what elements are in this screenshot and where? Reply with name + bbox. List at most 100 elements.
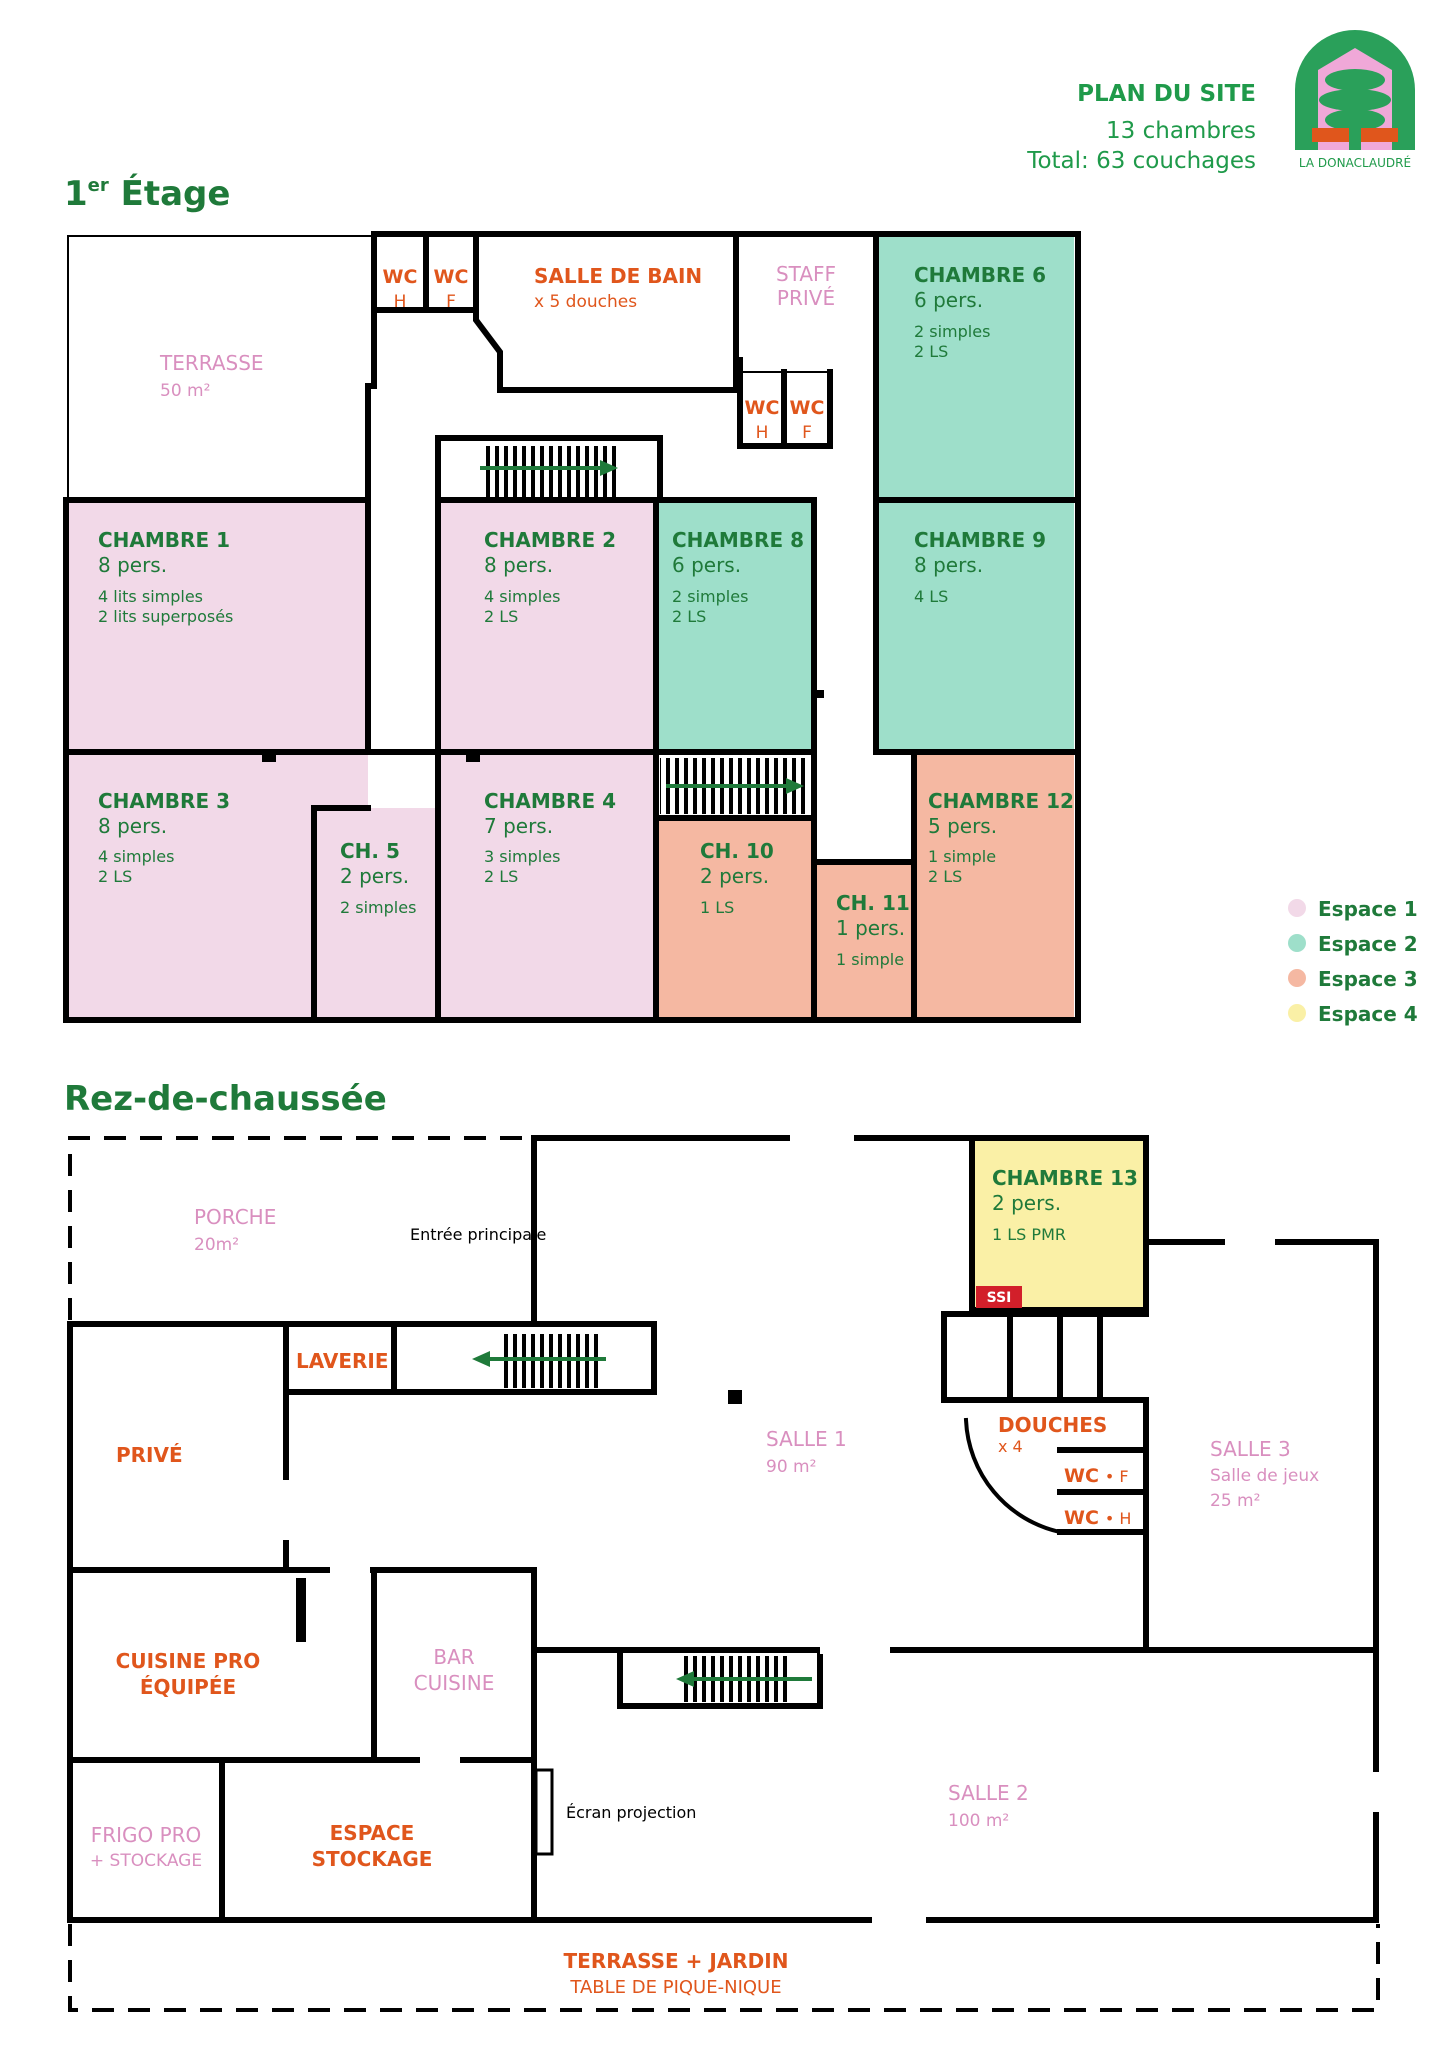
chambre-12-label: CHAMBRE 12 5 pers. 1 simple 2 LS (928, 789, 1074, 886)
legend-label-3: Espace 3 (1318, 967, 1418, 991)
svg-text:2 LS: 2 LS (484, 867, 518, 886)
bar-cuisine-label: BAR CUISINE (414, 1645, 495, 1695)
svg-text:x 5 douches: x 5 douches (534, 292, 637, 312)
svg-text:SALLE DE BAIN: SALLE DE BAIN (534, 264, 702, 288)
svg-text:STAFF: STAFF (776, 262, 836, 286)
legend-swatch-3 (1288, 969, 1306, 987)
wc-h-label: WC H (383, 266, 418, 312)
ch13-fill (972, 1140, 1144, 1310)
svg-text:90 m²: 90 m² (766, 1457, 816, 1477)
legend-swatch-1 (1288, 899, 1306, 917)
svg-text:7 pers.: 7 pers. (484, 814, 553, 838)
chambre-3-label: CHAMBRE 3 8 pers. 4 simples 2 LS (98, 789, 230, 886)
stairs-arrow-2 (666, 778, 804, 794)
salle-2-label: SALLE 2 100 m² (948, 1781, 1029, 1831)
svg-text:CH. 10: CH. 10 (700, 839, 774, 863)
ecran-label: Écran projection (566, 1803, 696, 1822)
svg-text:WC: WC (745, 397, 780, 419)
douches-label: DOUCHES x 4 (998, 1413, 1107, 1456)
svg-text:8 pers.: 8 pers. (914, 553, 983, 577)
svg-text:8 pers.: 8 pers. (98, 814, 167, 838)
stairs-arrow-3 (472, 1351, 606, 1367)
svg-text:2 pers.: 2 pers. (340, 864, 409, 888)
logo-text: LA DONACLAUDRÉ (1299, 155, 1411, 170)
terrasse-jardin-label: TERRASSE + JARDIN TABLE DE PIQUE-NIQUE (564, 1949, 789, 1998)
laverie-label: LAVERIE (296, 1349, 389, 1373)
entree-label: Entrée principale (410, 1225, 546, 1244)
svg-text:CHAMBRE 3: CHAMBRE 3 (98, 789, 230, 813)
svg-text:CHAMBRE 1: CHAMBRE 1 (98, 528, 230, 552)
svg-text:1 LS: 1 LS (700, 898, 734, 917)
svg-text:25 m²: 25 m² (1210, 1491, 1260, 1511)
salle-de-bain-label: SALLE DE BAIN x 5 douches (534, 264, 702, 312)
svg-text:CUISINE PRO: CUISINE PRO (116, 1649, 261, 1673)
svg-text:TERRASSE + JARDIN: TERRASSE + JARDIN (564, 1949, 789, 1973)
stairs-arrow-4 (676, 1671, 812, 1687)
frigo-label: FRIGO PRO + STOCKAGE (90, 1823, 202, 1871)
salle-1-label: SALLE 1 90 m² (766, 1427, 847, 1477)
staff-label: STAFF PRIVÉ (776, 262, 836, 310)
svg-text:SALLE 1: SALLE 1 (766, 1427, 847, 1451)
svg-text:6 pers.: 6 pers. (672, 553, 741, 577)
ch-10-label: CH. 10 2 pers. 1 LS (700, 839, 774, 917)
wc-f-label: WC F (434, 266, 469, 312)
wc2-f-label: WC F (790, 397, 825, 443)
wc-h-ground-label: WC • H (1064, 1507, 1131, 1529)
svg-text:4 lits simples: 4 lits simples (98, 587, 203, 606)
svg-text:Salle de jeux: Salle de jeux (1210, 1466, 1319, 1486)
svg-text:2 LS: 2 LS (914, 342, 948, 361)
ssi-badge: SSI (976, 1286, 1022, 1308)
svg-text:WC• F: WC • F (1064, 1465, 1129, 1487)
svg-text:1 LS PMR: 1 LS PMR (992, 1225, 1066, 1244)
chambre-9-label: CHAMBRE 9 8 pers. 4 LS (914, 528, 1046, 606)
ground-dashed (68, 1136, 1380, 2012)
svg-text:WC: WC (383, 266, 418, 288)
svg-text:2 simples: 2 simples (340, 898, 416, 917)
svg-text:TABLE DE PIQUE-NIQUE: TABLE DE PIQUE-NIQUE (569, 1977, 781, 1998)
svg-text:2 LS: 2 LS (484, 607, 518, 626)
brand-logo: LA DONACLAUDRÉ (1295, 30, 1415, 170)
svg-text:1 simple: 1 simple (836, 950, 904, 969)
stairs-arrow-1 (480, 460, 618, 476)
legend-label-1: Espace 1 (1318, 897, 1418, 921)
chambre-6-label: CHAMBRE 6 6 pers. 2 simples 2 LS (914, 263, 1046, 361)
floor1-title: 1er Étage (64, 173, 230, 214)
porche-label: PORCHE 20m² (194, 1205, 276, 1255)
chambre-13-label: CHAMBRE 13 2 pers. 1 LS PMR (992, 1166, 1138, 1244)
svg-text:4 LS: 4 LS (914, 587, 948, 606)
espace-stockage-label: ESPACE STOCKAGE (312, 1821, 433, 1871)
svg-text:DOUCHES: DOUCHES (998, 1413, 1107, 1437)
svg-text:2 simples: 2 simples (672, 587, 748, 606)
svg-text:2 LS: 2 LS (672, 607, 706, 626)
svg-text:1 simple: 1 simple (928, 847, 996, 866)
floor1-fills (68, 236, 1074, 1018)
svg-text:PORCHE: PORCHE (194, 1205, 276, 1229)
legend-swatch-4 (1288, 1004, 1306, 1022)
svg-text:1 pers.: 1 pers. (836, 916, 905, 940)
svg-text:4 simples: 4 simples (98, 847, 174, 866)
header: PLAN DU SITE 13 chambres Total: 63 couch… (1026, 81, 1256, 174)
total-beds: Total: 63 couchages (1026, 148, 1256, 174)
svg-text:+ STOCKAGE: + STOCKAGE (90, 1851, 202, 1871)
prive-label: PRIVÉ (116, 1443, 183, 1467)
svg-text:WC• H: WC • H (1064, 1507, 1131, 1529)
chambre-1-label: CHAMBRE 1 8 pers. 4 lits simples 2 lits … (98, 528, 233, 626)
svg-text:FRIGO PRO: FRIGO PRO (91, 1823, 202, 1847)
svg-text:4 simples: 4 simples (484, 587, 560, 606)
ch-11-label: CH. 11 1 pers. 1 simple (836, 891, 910, 969)
svg-text:WC: WC (790, 397, 825, 419)
svg-text:CHAMBRE 6: CHAMBRE 6 (914, 263, 1046, 287)
svg-text:CHAMBRE 13: CHAMBRE 13 (992, 1166, 1138, 1190)
svg-text:H: H (756, 423, 769, 443)
chambre-8-label: CHAMBRE 8 6 pers. 2 simples 2 LS (672, 528, 804, 626)
plan-title: PLAN DU SITE (1077, 81, 1256, 107)
svg-text:2 pers.: 2 pers. (700, 864, 769, 888)
svg-text:WC: WC (434, 266, 469, 288)
legend-swatch-2 (1288, 934, 1306, 952)
svg-text:20m²: 20m² (194, 1235, 239, 1255)
svg-text:BAR: BAR (433, 1645, 474, 1669)
svg-text:2 lits superposés: 2 lits superposés (98, 607, 233, 626)
svg-text:SSI: SSI (987, 1290, 1012, 1306)
svg-text:TERRASSE: TERRASSE (159, 351, 264, 375)
